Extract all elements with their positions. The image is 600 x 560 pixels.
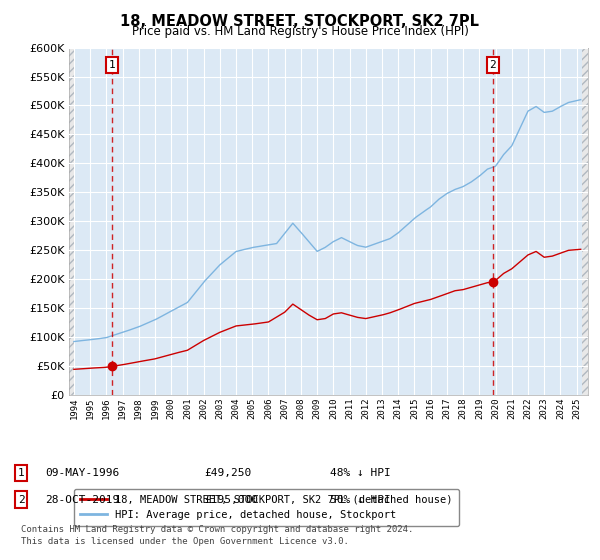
Text: Contains HM Land Registry data © Crown copyright and database right 2024.
This d: Contains HM Land Registry data © Crown c…	[21, 525, 413, 546]
Legend: 18, MEADOW STREET, STOCKPORT, SK2 7PL (detached house), HPI: Average price, deta: 18, MEADOW STREET, STOCKPORT, SK2 7PL (d…	[74, 488, 458, 526]
Bar	[69, 48, 74, 395]
Text: Price paid vs. HM Land Registry's House Price Index (HPI): Price paid vs. HM Land Registry's House …	[131, 25, 469, 38]
Text: 18, MEADOW STREET, STOCKPORT, SK2 7PL: 18, MEADOW STREET, STOCKPORT, SK2 7PL	[121, 14, 479, 29]
Text: 09-MAY-1996: 09-MAY-1996	[45, 468, 119, 478]
Text: 1: 1	[17, 468, 25, 478]
Text: 50% ↓ HPI: 50% ↓ HPI	[330, 494, 391, 505]
Text: 28-OCT-2019: 28-OCT-2019	[45, 494, 119, 505]
Text: 2: 2	[17, 494, 25, 505]
Text: 2: 2	[490, 60, 496, 70]
Bar	[581, 48, 588, 395]
Text: £195,000: £195,000	[204, 494, 258, 505]
Text: 1: 1	[109, 60, 116, 70]
Text: £49,250: £49,250	[204, 468, 251, 478]
Text: 48% ↓ HPI: 48% ↓ HPI	[330, 468, 391, 478]
